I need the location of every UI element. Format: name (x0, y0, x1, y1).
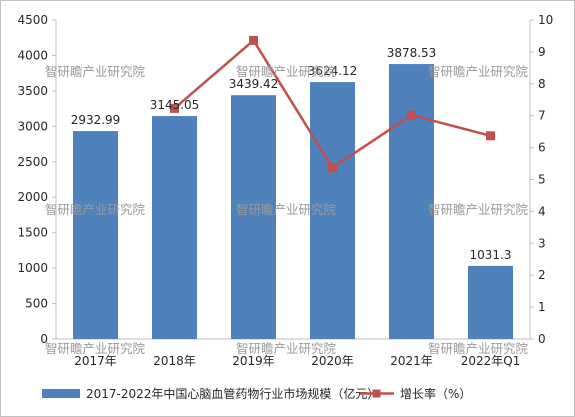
watermark-text: 智研瞻产业研究院 (236, 64, 337, 79)
data-labels: 2932.99 3145.05 3439.42 3624.12 3878.53 1031.… (71, 46, 512, 262)
growth-rate-point (249, 35, 258, 45)
y-right-tick-label: 8 (538, 77, 546, 91)
y-right-tick-label: 3 (538, 236, 546, 250)
y-right-tick-label: 1 (538, 300, 546, 314)
y-left-tick-label: 4500 (17, 13, 48, 27)
bar (73, 131, 118, 339)
bar (231, 95, 276, 339)
y-left-tick-label: 2500 (17, 155, 48, 169)
y-right-tick-label: 10 (538, 13, 553, 27)
bar (310, 82, 355, 340)
bar-value-label: 3145.05 (150, 98, 200, 112)
growth-rate-point (407, 110, 416, 120)
x-tick-label: 2017年 (74, 354, 117, 368)
watermark-text: 智研瞻产业研究院 (236, 202, 337, 217)
legend-line-label: 增长率（%） (400, 386, 471, 401)
legend-line-marker (372, 389, 381, 398)
y-left-tick-label: 4000 (17, 48, 48, 62)
y-right-tick-label: 7 (538, 109, 546, 123)
y-left-tick-label: 1500 (17, 226, 48, 240)
x-tick-label: 2018年 (153, 354, 196, 368)
growth-rate-point (170, 103, 179, 113)
y-right-tick-label: 9 (538, 45, 546, 59)
legend: 2017-2022年中国心脑血管药物行业市场规模（亿元） 增长率（%） (42, 386, 471, 401)
y-left-tick-label: 3000 (17, 119, 48, 133)
y-right-tick-label: 5 (538, 173, 546, 187)
watermark-text: 智研瞻产业研究院 (45, 202, 146, 217)
growth-rate-point (328, 163, 337, 173)
bar-value-label: 3624.12 (308, 64, 358, 78)
x-tick-label: 2019年 (232, 354, 275, 368)
watermark-text: 智研瞻产业研究院 (428, 202, 529, 217)
y-left-tick-label: 500 (25, 297, 48, 311)
y-left-tick-label: 2000 (17, 190, 48, 204)
y-right-tick-label: 2 (538, 268, 546, 282)
bar-value-label: 1031.3 (470, 248, 512, 262)
growth-rate-point (486, 131, 495, 141)
bar (152, 116, 197, 339)
bar-value-label: 2932.99 (71, 113, 121, 127)
bar-value-label: 3439.42 (229, 77, 279, 91)
y-left-tick-label: 1000 (17, 261, 48, 275)
watermark-text: 智研瞻产业研究院 (236, 341, 337, 356)
bar-series (73, 64, 513, 340)
watermark-text: 智研瞻产业研究院 (45, 64, 146, 79)
x-tick-label: 2021年 (390, 354, 433, 368)
x-tick-label: 2022年Q1 (461, 354, 521, 368)
y-left-tick-label: 0 (40, 332, 48, 346)
watermark-text: 智研瞻产业研究院 (428, 64, 529, 79)
y-right-tick-label: 4 (538, 204, 546, 218)
bar (389, 64, 434, 339)
x-tick-label: 2020年 (311, 354, 354, 368)
watermark-text: 智研瞻产业研究院 (428, 341, 529, 356)
bar (468, 265, 513, 339)
axes: 0 500 1000 1500 2000 2500 3000 3500 4000 4500 0 1 2 3… (17, 13, 553, 368)
y-right-tick-label: 6 (538, 141, 546, 155)
y-right-tick-label: 0 (538, 332, 546, 346)
y-left-tick-label: 3500 (17, 84, 48, 98)
watermark-text: 智研瞻产业研究院 (45, 341, 146, 356)
legend-bar-label: 2017-2022年中国心脑血管药物行业市场规模（亿元） (86, 386, 379, 401)
legend-bar-swatch (42, 389, 80, 398)
bar-value-label: 3878.53 (387, 46, 437, 60)
line-series (170, 35, 495, 173)
